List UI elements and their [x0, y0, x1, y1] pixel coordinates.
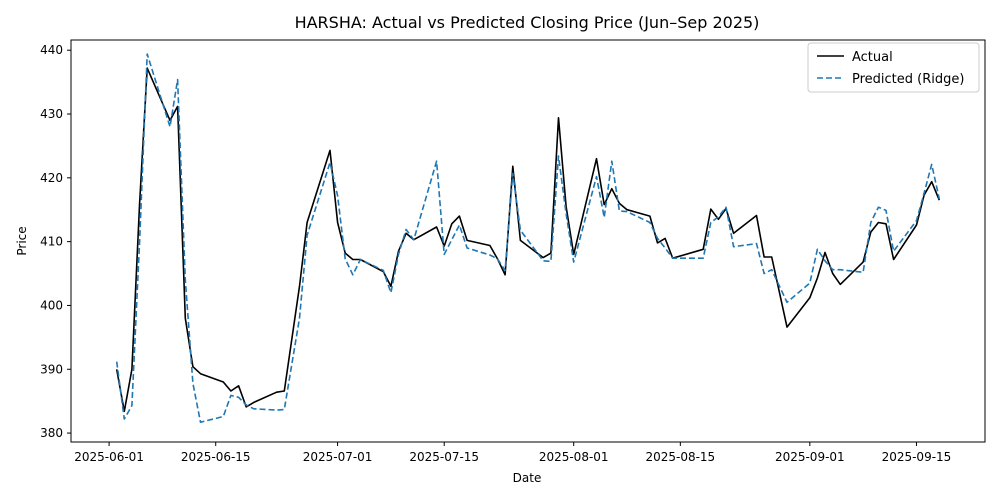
y-tick-label: 380 [40, 426, 63, 440]
x-tick-label: 2025-06-01 [74, 450, 144, 464]
series-line-predicted [115, 53, 941, 424]
legend-label-actual: Actual [852, 50, 893, 65]
legend-box [807, 42, 980, 93]
x-tick-label: 2025-07-01 [303, 450, 373, 464]
plot-area [70, 39, 986, 443]
y-tick-label: 400 [40, 298, 63, 312]
legend-label-predicted: Predicted (Ridge) [852, 72, 964, 87]
y-axis-label: Price [15, 226, 29, 255]
x-tick-label: 2025-09-01 [775, 450, 845, 464]
chart-title: HARSHA: Actual vs Predicted Closing Pric… [295, 13, 760, 32]
y-axis: 380 390 400 410 420 430 440 [40, 43, 71, 440]
x-tick-label: 2025-08-01 [539, 450, 609, 464]
x-tick-label: 2025-06-15 [181, 450, 251, 464]
y-tick-label: 390 [40, 362, 63, 376]
x-tick-label: 2025-07-15 [409, 450, 479, 464]
y-tick-label: 420 [40, 171, 63, 185]
plot-frame [70, 39, 986, 443]
legend: Actual Predicted (Ridge) [807, 42, 980, 93]
x-tick-label: 2025-08-15 [645, 450, 715, 464]
y-tick-label: 440 [40, 43, 63, 57]
x-axis: 2025-06-01 2025-06-15 2025-07-01 2025-07-15… [74, 442, 951, 464]
y-tick-label: 430 [40, 107, 63, 121]
x-axis-label: Date [513, 471, 542, 485]
series-line-actual [115, 67, 941, 413]
y-tick-label: 410 [40, 235, 63, 249]
x-tick-label: 2025-09-15 [882, 450, 952, 464]
